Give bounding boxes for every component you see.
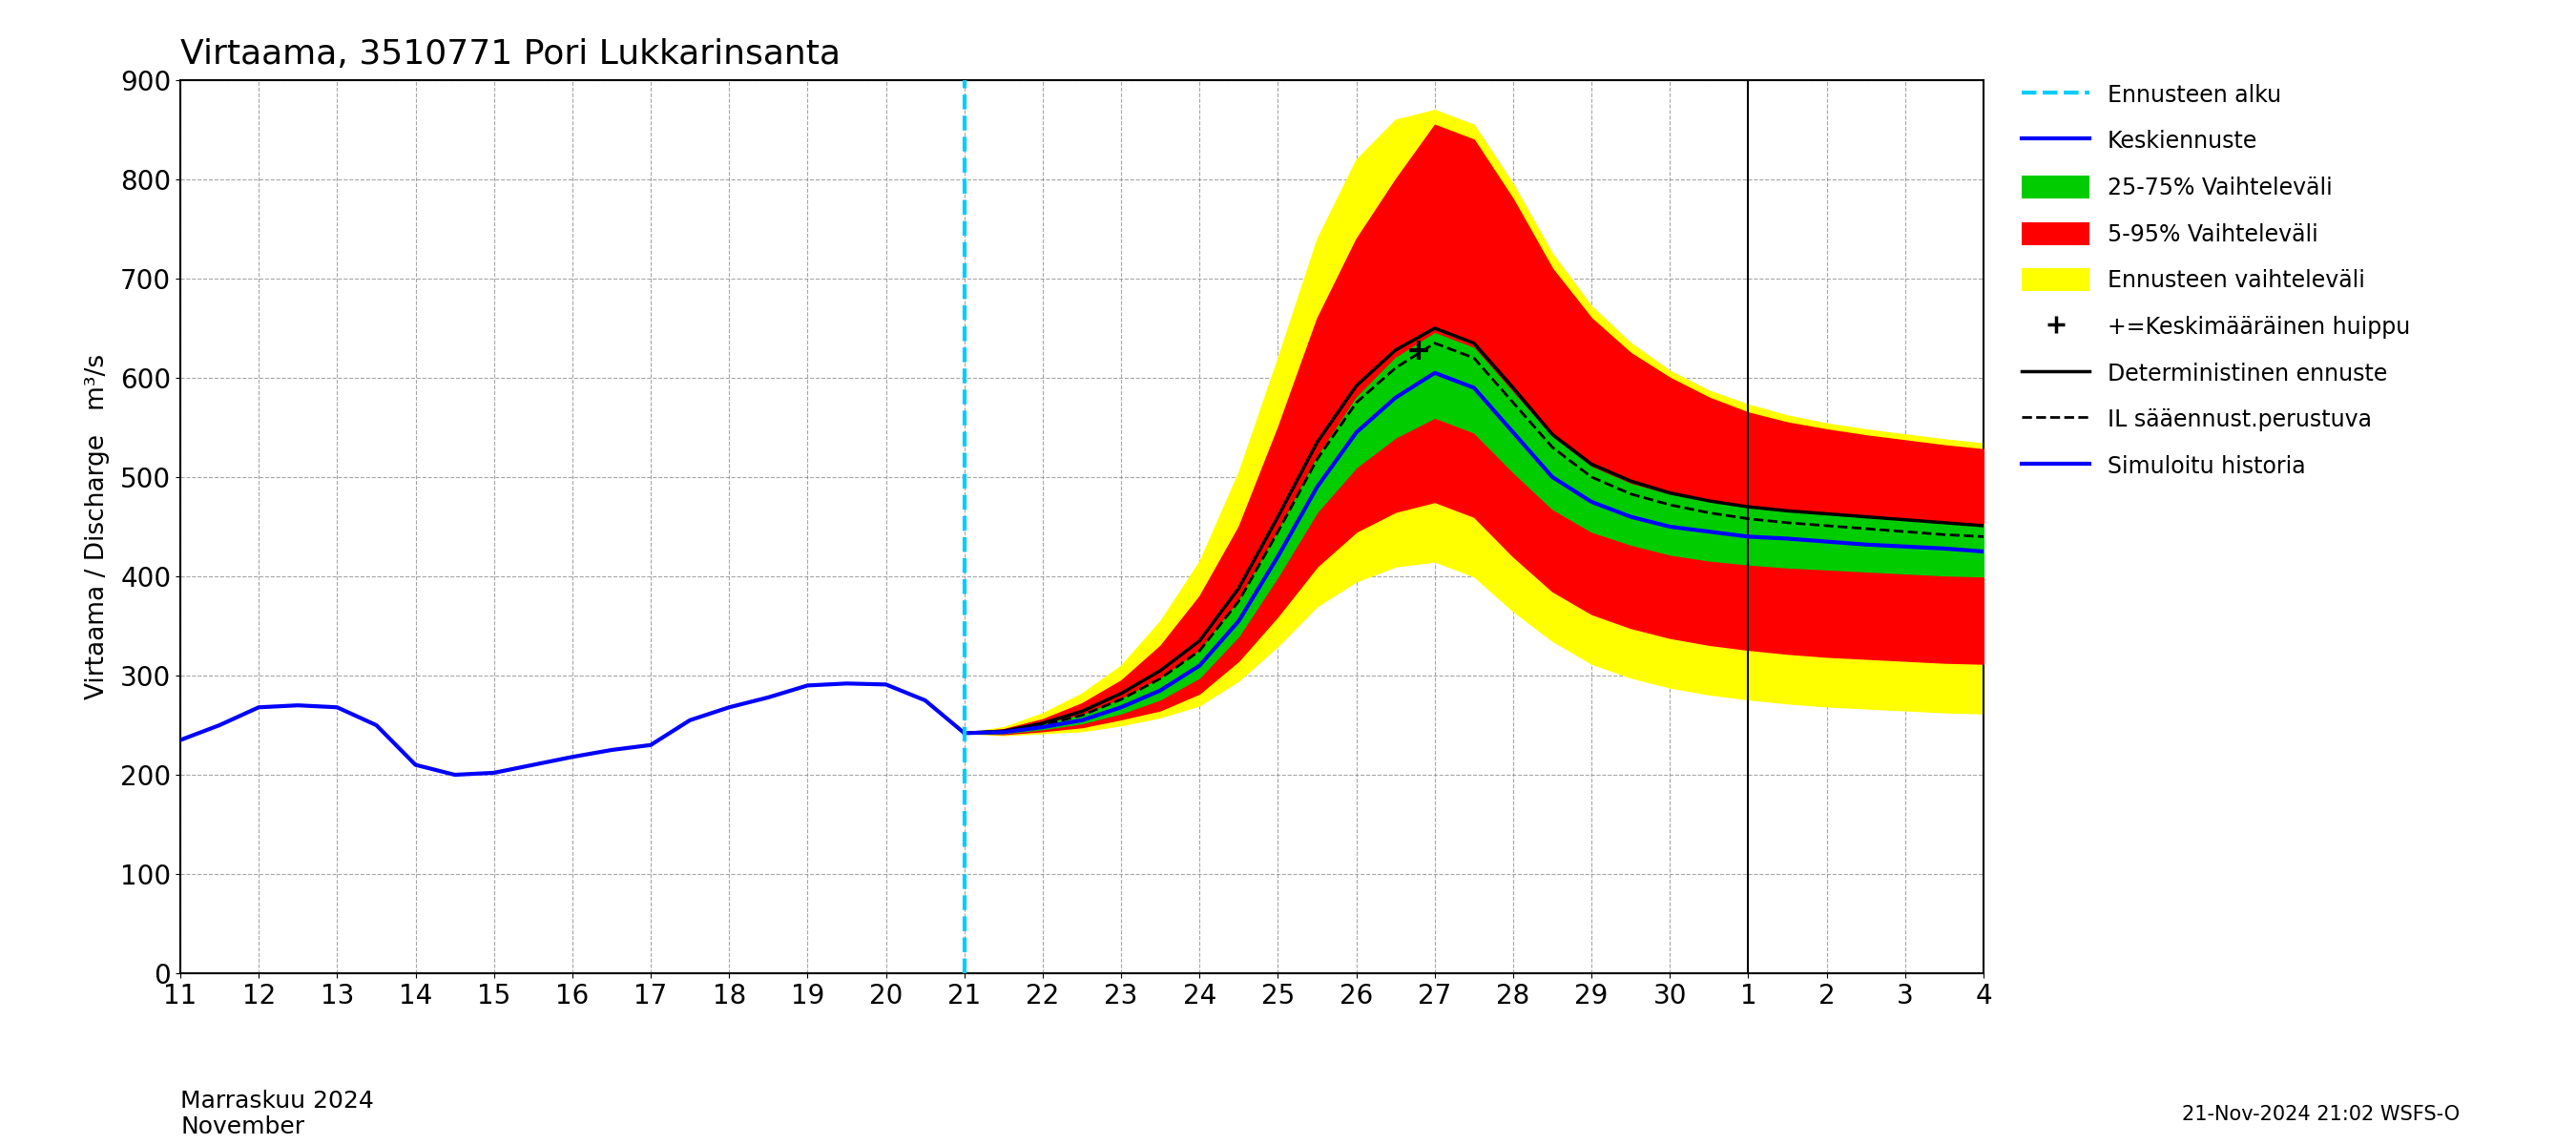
- Text: Virtaama, 3510771 Pori Lukkarinsanta: Virtaama, 3510771 Pori Lukkarinsanta: [180, 39, 840, 71]
- Text: 21-Nov-2024 21:02 WSFS-O: 21-Nov-2024 21:02 WSFS-O: [2182, 1105, 2460, 1124]
- Y-axis label: Virtaama / Discharge   m³/s: Virtaama / Discharge m³/s: [85, 354, 111, 700]
- Text: Marraskuu 2024
November: Marraskuu 2024 November: [180, 1089, 374, 1139]
- Legend: Ennusteen alku, Keskiennuste, 25-75% Vaihteleväli, 5-95% Vaihteleväli, Ennusteen: Ennusteen alku, Keskiennuste, 25-75% Vai…: [2012, 73, 2419, 487]
